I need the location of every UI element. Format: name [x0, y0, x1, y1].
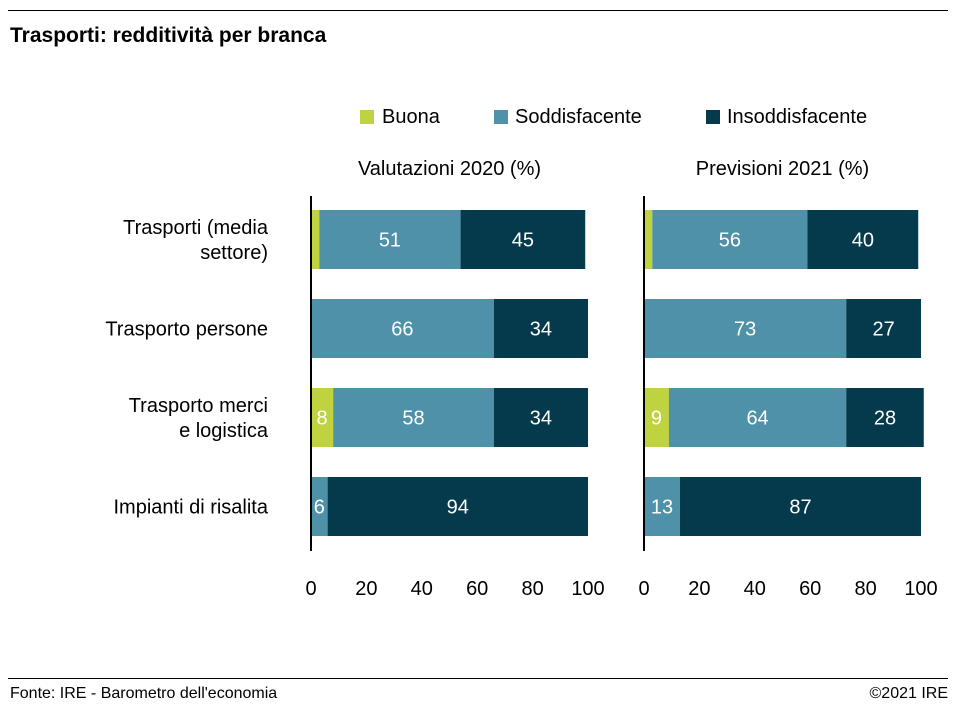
legend-swatch-insoddisfacente	[706, 110, 720, 124]
x-tick-label: 20	[355, 578, 377, 600]
bar-buona	[644, 388, 669, 447]
legend-label-soddisfacente: Soddisfacente	[515, 106, 642, 128]
x-tick-label: 60	[799, 578, 821, 600]
category-label: Trasporto merci	[129, 395, 268, 417]
data-label: 94	[447, 497, 469, 519]
x-tick-label: 0	[305, 578, 316, 600]
bottom-rule	[8, 678, 948, 679]
category-label: e logistica	[179, 420, 269, 442]
bar-buona	[311, 388, 334, 447]
x-tick-label: 80	[854, 578, 876, 600]
x-tick-label: 20	[688, 578, 710, 600]
bar-insoddisfacente	[493, 299, 588, 358]
source-note: Fonte: IRE - Barometro dell'economia	[10, 685, 278, 702]
data-label: 56	[719, 230, 741, 252]
panel-title: Valutazioni 2020 (%)	[358, 158, 541, 180]
category-label: Impianti di risalita	[113, 497, 268, 519]
copyright-note: ©2021 IRE	[869, 685, 949, 702]
category-label: Trasporti (media	[123, 217, 269, 239]
x-tick-label: 0	[638, 578, 649, 600]
bar-insoddisfacente	[493, 388, 588, 447]
data-label: 28	[874, 408, 896, 430]
bar-insoddisfacente	[327, 477, 588, 536]
data-label: 58	[402, 408, 424, 430]
x-tick-label: 80	[521, 578, 543, 600]
x-tick-label: 60	[466, 578, 488, 600]
bar-soddisfacente	[644, 477, 681, 536]
legend-swatch-buona	[360, 110, 374, 124]
bar-insoddisfacente	[846, 299, 921, 358]
data-label: 34	[530, 319, 552, 341]
x-tick-label: 100	[904, 578, 937, 600]
bar-soddisfacente	[319, 210, 461, 269]
data-label: 27	[872, 319, 894, 341]
category-label: Trasporto persone	[105, 319, 268, 341]
bar-insoddisfacente	[460, 210, 586, 269]
data-label: 6	[314, 497, 325, 519]
legend-swatch-soddisfacente	[494, 110, 508, 124]
data-label: 8	[317, 408, 328, 430]
legend-label-buona: Buona	[382, 106, 441, 128]
panel-title: Previsioni 2021 (%)	[696, 158, 869, 180]
bar-buona	[644, 210, 653, 269]
bar-buona	[311, 210, 320, 269]
category-label: settore)	[200, 242, 268, 264]
data-label: 13	[651, 497, 673, 519]
bar-soddisfacente	[311, 477, 328, 536]
data-label: 9	[651, 408, 662, 430]
bar-insoddisfacente	[846, 388, 924, 447]
data-label: 45	[512, 230, 534, 252]
bar-soddisfacente	[652, 210, 808, 269]
legend-label-insoddisfacente: Insoddisfacente	[727, 106, 867, 128]
bar-insoddisfacente	[680, 477, 921, 536]
data-label: 64	[746, 408, 768, 430]
bar-insoddisfacente	[807, 210, 919, 269]
bar-soddisfacente	[333, 388, 494, 447]
page-title: Trasporti: redditività per branca	[10, 24, 327, 47]
x-tick-label: 100	[571, 578, 604, 600]
bar-soddisfacente	[311, 299, 494, 358]
x-tick-label: 40	[411, 578, 433, 600]
bar-soddisfacente	[644, 299, 847, 358]
data-label: 40	[852, 230, 874, 252]
top-rule	[8, 10, 948, 11]
bar-soddisfacente	[668, 388, 847, 447]
data-label: 73	[734, 319, 756, 341]
data-label: 34	[530, 408, 552, 430]
data-label: 87	[789, 497, 811, 519]
x-tick-label: 40	[744, 578, 766, 600]
data-label: 51	[379, 230, 401, 252]
data-label: 66	[391, 319, 413, 341]
